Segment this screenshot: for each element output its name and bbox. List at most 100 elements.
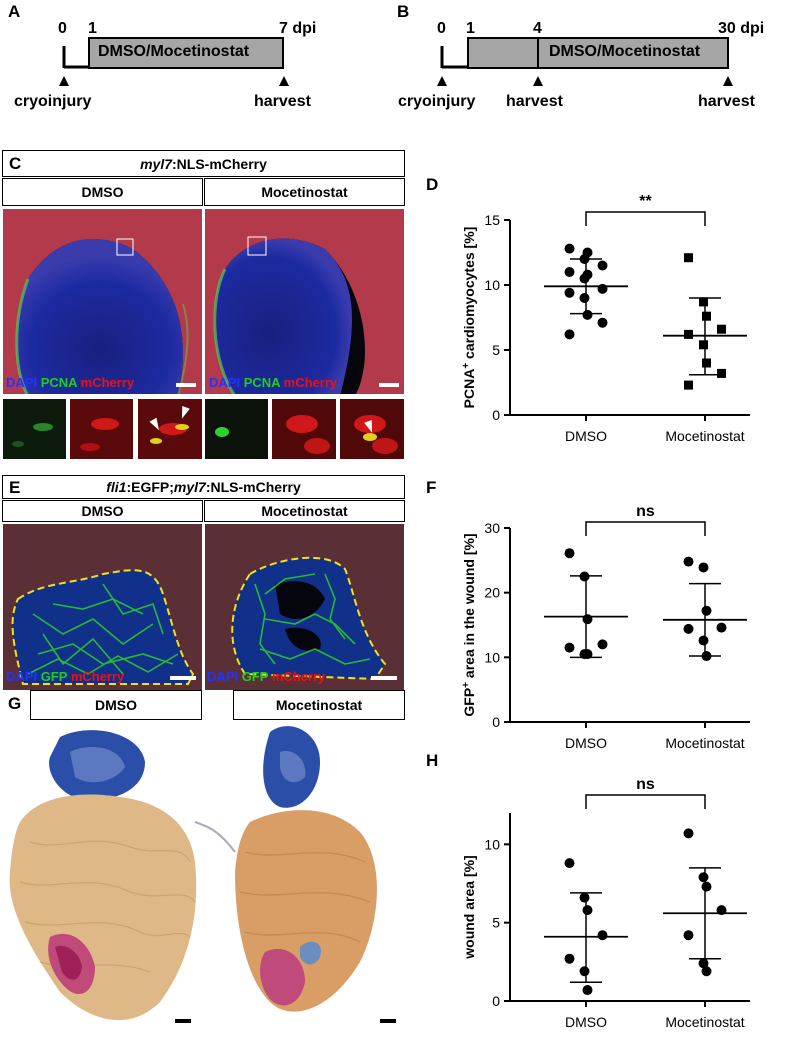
panel-letter-e: E xyxy=(9,478,21,497)
data-point xyxy=(684,253,693,263)
harvest-label-b-mid: harvest xyxy=(506,93,563,110)
cryoinjury-label-b: cryoinjury xyxy=(398,93,476,110)
y-axis-label: PCNA+ cardiomyocytes [%] xyxy=(461,227,478,409)
data-point xyxy=(582,309,593,320)
inset-c-moce-merge xyxy=(339,398,405,460)
data-point xyxy=(701,966,712,977)
timeline-b xyxy=(437,37,733,86)
y-tick-label: 15 xyxy=(484,212,500,228)
treatment-label-b: DMSO/Mocetinostat xyxy=(549,43,701,60)
harvest-label-a: harvest xyxy=(254,93,311,110)
data-point xyxy=(564,329,575,340)
data-point xyxy=(564,287,575,298)
panel-letter-d: D xyxy=(426,175,439,194)
y-tick-label: 0 xyxy=(492,407,500,423)
data-point xyxy=(582,985,593,996)
inset-c-dmso-mcherry xyxy=(69,398,134,460)
harvest-label-b-right: harvest xyxy=(698,93,755,110)
legend-dapi: DAPI xyxy=(6,375,38,390)
data-point xyxy=(582,905,593,916)
data-point xyxy=(564,858,575,869)
legend-mcherry: mCherry xyxy=(80,375,135,390)
data-point xyxy=(597,639,608,650)
arrow-left-b xyxy=(437,76,447,86)
arrow-right-a xyxy=(279,76,289,86)
chart-h: 0 5 10 DMSO Mocetinostat wound area [%] ns xyxy=(461,776,750,1030)
data-point xyxy=(564,267,575,277)
panel-letter-h: H xyxy=(426,751,439,770)
panel-e-title-gene2: myl7 xyxy=(173,479,206,495)
data-point xyxy=(717,368,726,378)
legend-e-dmso: DAPI GFP mCherry xyxy=(6,669,124,684)
y-tick-label: 10 xyxy=(484,836,500,852)
data-point xyxy=(564,642,575,653)
panel-c-col-dmso: DMSO xyxy=(2,178,203,206)
panel-g-col-dmso: DMSO xyxy=(30,690,202,720)
micrograph-e-mocetinostat xyxy=(204,523,405,691)
data-point xyxy=(716,905,727,916)
panel-c-title-rest: :NLS-mCherry xyxy=(172,155,267,172)
panel-e-title-rest: :NLS-mCherry xyxy=(205,479,301,495)
data-point xyxy=(698,635,709,646)
legend-pcna: PCNA xyxy=(40,375,78,390)
data-point xyxy=(683,623,694,634)
time-label-b0: 0 xyxy=(437,20,446,37)
data-point xyxy=(717,324,726,334)
panel-c-title-box: C myl7:NLS-mCherry xyxy=(2,150,405,177)
significance-bracket xyxy=(585,794,706,809)
data-point xyxy=(684,380,693,390)
panel-letter-b: B xyxy=(397,2,410,21)
y-tick-label: 10 xyxy=(484,649,500,665)
micrograph-e-dmso xyxy=(2,523,203,691)
data-point xyxy=(699,297,708,307)
x-tick-label: DMSO xyxy=(565,428,607,444)
data-point xyxy=(597,283,608,294)
data-point xyxy=(579,892,590,903)
data-point xyxy=(579,293,590,303)
data-point xyxy=(582,269,593,280)
data-point xyxy=(701,651,712,662)
y-tick-label: 0 xyxy=(492,993,500,1009)
legend-mcherry: mCherry xyxy=(70,669,125,684)
data-point xyxy=(698,562,709,573)
treatment-bar-b xyxy=(467,37,729,69)
data-point xyxy=(579,571,590,582)
x-tick-label: Mocetinostat xyxy=(665,1014,744,1030)
data-point xyxy=(698,958,709,969)
legend-c-mocetinostat: DAPI PCNA mCherry xyxy=(209,375,337,390)
data-point xyxy=(701,881,712,892)
inset-c-dmso-pcna xyxy=(2,398,67,460)
y-tick-label: 30 xyxy=(484,520,500,536)
significance-label: ** xyxy=(639,195,652,210)
y-axis-label: GFP+ area in the wound [%] xyxy=(461,533,478,716)
data-point xyxy=(597,260,608,271)
x-tick-label: Mocetinostat xyxy=(665,735,744,751)
legend-mcherry: mCherry xyxy=(271,669,326,684)
data-point xyxy=(716,622,727,633)
panel-e-title-mid: :EGFP; xyxy=(126,479,174,495)
legend-c-dmso: DAPI PCNA mCherry xyxy=(6,375,134,390)
heart-g-mocetinostat xyxy=(235,726,396,1023)
data-point xyxy=(582,614,593,625)
panel-letter-c: C xyxy=(9,154,22,173)
chart-d: 0 5 10 15 DMSO Mocetinostat PCNA+ cardiomyocyt… xyxy=(461,195,750,444)
data-point xyxy=(684,329,693,339)
treatment-bar-a xyxy=(88,37,284,69)
treatment-label-a: DMSO/Mocetinostat xyxy=(98,43,250,60)
y-tick-label: 5 xyxy=(492,342,500,358)
time-label-1: 1 xyxy=(88,20,97,37)
data-point xyxy=(582,247,593,258)
data-point xyxy=(579,966,590,977)
x-tick-label: DMSO xyxy=(565,735,607,751)
data-point xyxy=(582,649,593,660)
x-tick-label: DMSO xyxy=(565,1014,607,1030)
data-point xyxy=(683,556,694,567)
y-tick-label: 20 xyxy=(484,585,500,601)
data-point xyxy=(564,243,575,254)
timeline-a xyxy=(59,37,289,86)
significance-label: ns xyxy=(636,776,655,793)
data-point xyxy=(683,930,694,941)
data-point xyxy=(597,930,608,941)
micrograph-c-mocetinostat xyxy=(204,208,405,395)
data-point xyxy=(702,358,711,368)
